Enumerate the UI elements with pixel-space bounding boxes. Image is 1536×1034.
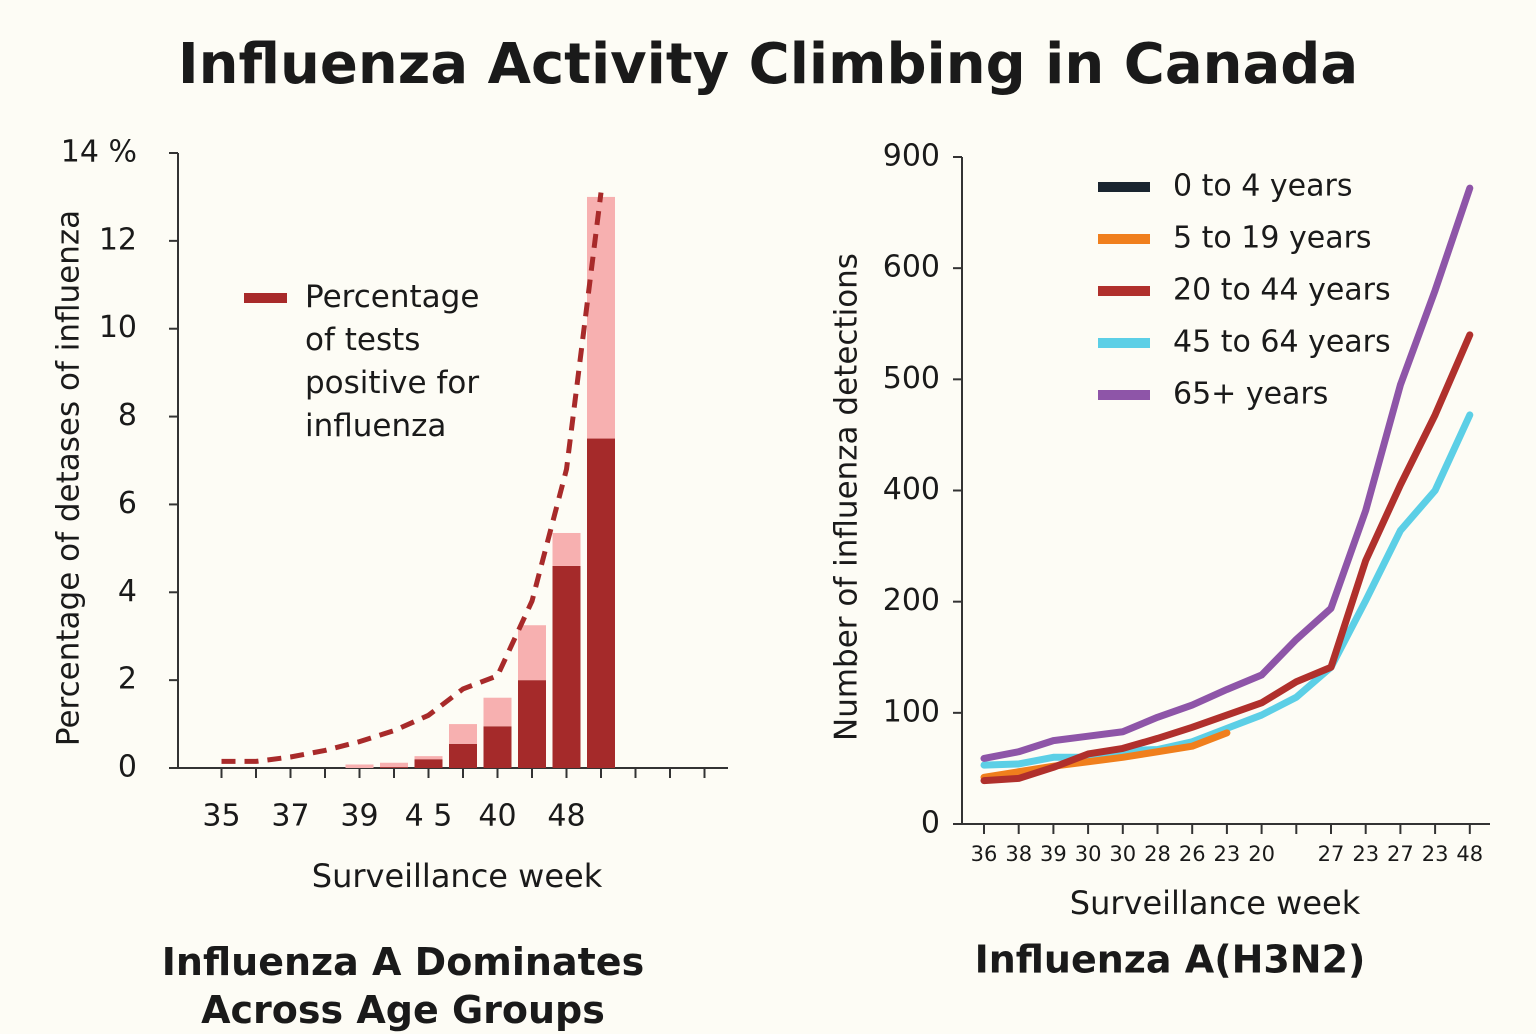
y-tick-label: 4	[118, 574, 137, 609]
y-tick-label: 2	[118, 662, 137, 697]
y-tick-label: 8	[118, 398, 137, 433]
x-tick-label: 39	[1040, 842, 1067, 866]
x-tick-label: 38	[1005, 842, 1032, 866]
y-tick-label: 12	[99, 222, 137, 257]
x-tick-label: 36	[971, 842, 998, 866]
x-tick-label: 23	[1352, 842, 1379, 866]
legend-label: 20 to 44 years	[1173, 273, 1391, 308]
bar	[449, 724, 477, 744]
bar	[380, 762, 408, 768]
legend-swatch	[1098, 286, 1150, 296]
chart-caption: Influenza A Dominates Across Age Groups	[161, 940, 645, 1032]
x-tick-label: 27	[1387, 842, 1414, 866]
y-tick-label: 14 %	[61, 135, 137, 170]
line-series	[980, 729, 1231, 781]
page-title: Influenza Activity Climbing in Canada	[178, 32, 1358, 97]
line-series	[980, 331, 1474, 785]
y-tick-label: 200	[883, 583, 940, 618]
legend-swatch	[1098, 182, 1150, 192]
bar	[483, 697, 512, 727]
x-tick-label: 40	[478, 799, 516, 834]
bar	[414, 759, 443, 768]
x-tick-label: 37	[271, 799, 309, 834]
bar	[587, 438, 615, 768]
bar	[345, 764, 374, 768]
x-tick-label: 26	[1179, 842, 1206, 866]
x-tick-label: 48	[1456, 842, 1483, 866]
legend-label: 0 to 4 years	[1173, 169, 1352, 204]
x-tick-label: 28	[1144, 842, 1171, 866]
y-tick-label: 600	[883, 250, 940, 285]
legend-swatch	[244, 293, 287, 303]
chart-caption: Influenza A(H3N2)	[975, 938, 1366, 982]
line-series	[980, 411, 1474, 769]
y-tick-label: 0	[118, 750, 137, 785]
y-tick-label: 900	[883, 139, 940, 174]
y-axis-title: Percentage of detases of influenza	[51, 210, 87, 746]
bar	[552, 532, 581, 566]
legend-label: 45 to 64 years	[1173, 325, 1391, 360]
y-axis-title: Number of influenza detections	[829, 253, 865, 741]
bar	[449, 743, 477, 768]
x-axis-title: Surveillance week	[312, 857, 603, 895]
x-tick-label: 20	[1248, 842, 1275, 866]
legend-swatch	[1098, 390, 1150, 400]
x-tick-label: 48	[547, 799, 585, 834]
x-tick-label: 23	[1422, 842, 1449, 866]
legend-swatch	[1098, 234, 1150, 244]
bar	[518, 680, 546, 768]
y-tick-label: 10	[99, 310, 137, 345]
x-tick-label: 23	[1214, 842, 1241, 866]
legend-label: 65+ years	[1173, 377, 1328, 412]
bar	[483, 726, 512, 768]
line-series	[221, 192, 604, 764]
x-tick-label: 27	[1318, 842, 1345, 866]
y-tick-label: 500	[883, 361, 940, 396]
bar	[380, 767, 408, 768]
y-tick-label: 0	[921, 806, 940, 841]
y-tick-label: 400	[883, 472, 940, 507]
bar	[518, 625, 546, 681]
x-tick-label: 30	[1109, 842, 1136, 866]
x-tick-label: 4 5	[405, 799, 453, 834]
legend-swatch	[1098, 338, 1150, 348]
bar	[587, 196, 615, 439]
line-series	[980, 184, 1474, 762]
legend-label: 5 to 19 years	[1173, 221, 1372, 256]
x-tick-label: 35	[202, 799, 240, 834]
x-tick-label: 39	[340, 799, 378, 834]
legend-label: Percentage of tests positive for influen…	[305, 279, 480, 444]
x-axis-title: Surveillance week	[1070, 884, 1361, 922]
y-tick-label: 6	[118, 486, 137, 521]
y-tick-label: 100	[883, 694, 940, 729]
bar	[414, 756, 443, 760]
bar	[552, 565, 581, 768]
x-tick-label: 30	[1075, 842, 1102, 866]
